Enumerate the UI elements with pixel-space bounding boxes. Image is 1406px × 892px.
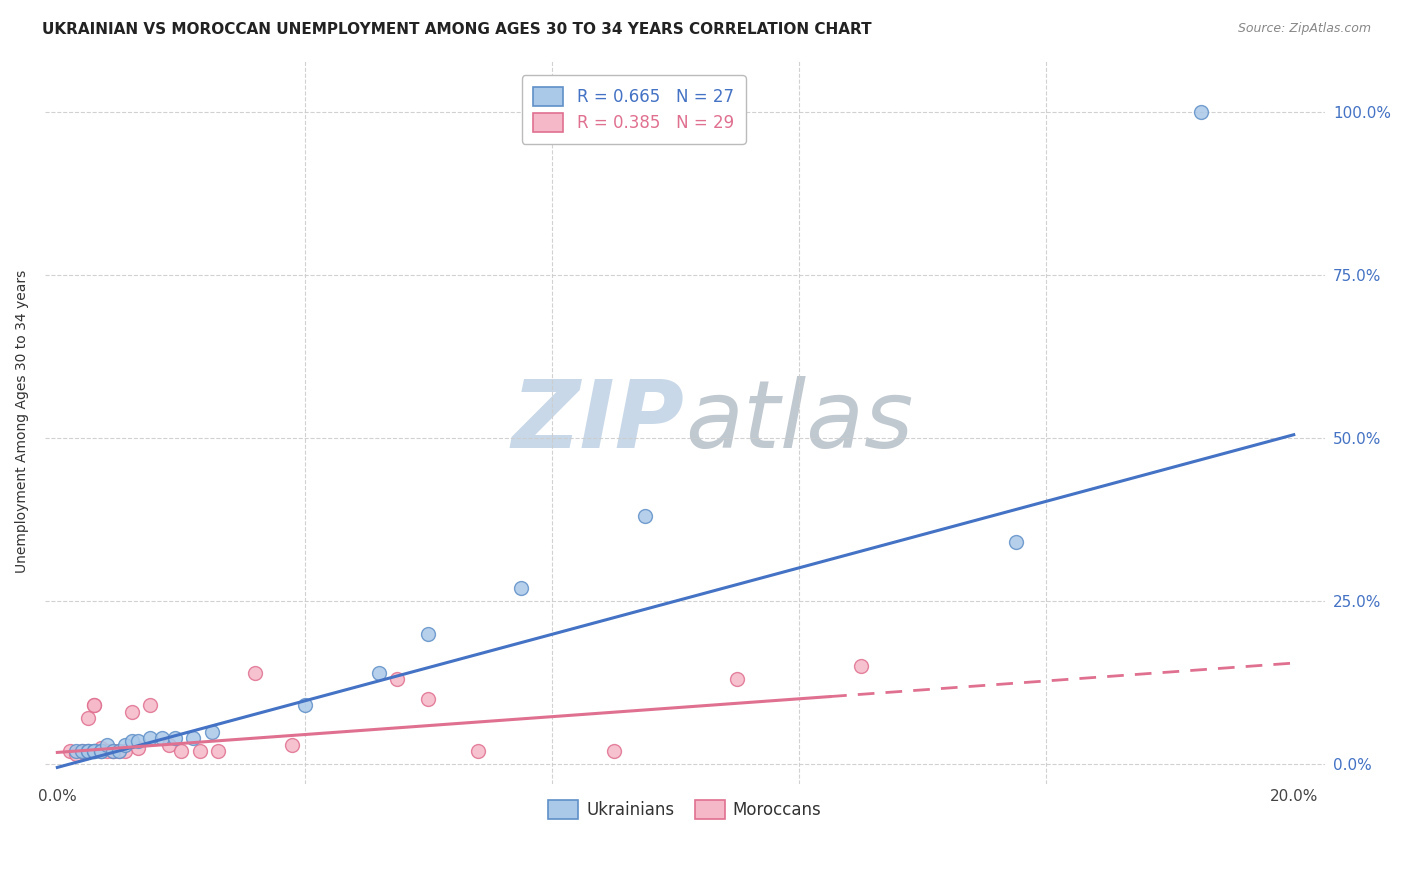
Text: UKRAINIAN VS MOROCCAN UNEMPLOYMENT AMONG AGES 30 TO 34 YEARS CORRELATION CHART: UKRAINIAN VS MOROCCAN UNEMPLOYMENT AMONG…: [42, 22, 872, 37]
Text: Source: ZipAtlas.com: Source: ZipAtlas.com: [1237, 22, 1371, 36]
Legend: Ukrainians, Moroccans: Ukrainians, Moroccans: [541, 794, 828, 826]
Y-axis label: Unemployment Among Ages 30 to 34 years: Unemployment Among Ages 30 to 34 years: [15, 270, 30, 574]
Text: atlas: atlas: [685, 376, 912, 467]
Text: ZIP: ZIP: [512, 376, 685, 467]
